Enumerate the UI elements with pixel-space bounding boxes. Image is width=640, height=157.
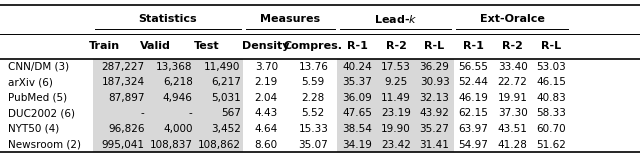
Text: 5.52: 5.52 xyxy=(301,108,325,118)
Text: R-L: R-L xyxy=(424,41,445,51)
Text: NYT50 (4): NYT50 (4) xyxy=(8,124,59,134)
Text: 40.24: 40.24 xyxy=(342,62,372,72)
Text: 23.42: 23.42 xyxy=(381,140,411,149)
Text: Train: Train xyxy=(89,41,120,51)
Text: 17.53: 17.53 xyxy=(381,62,411,72)
Text: R-2: R-2 xyxy=(386,41,406,51)
Text: Compres.: Compres. xyxy=(284,41,343,51)
Text: R-1: R-1 xyxy=(463,41,484,51)
Bar xyxy=(93,137,243,152)
Text: 4.64: 4.64 xyxy=(255,124,278,134)
Text: DUC2002 (6): DUC2002 (6) xyxy=(8,108,75,118)
Text: Measures: Measures xyxy=(260,14,320,24)
Text: 43.92: 43.92 xyxy=(420,108,449,118)
Text: 58.33: 58.33 xyxy=(536,108,566,118)
Text: 63.97: 63.97 xyxy=(459,124,488,134)
Text: 2.04: 2.04 xyxy=(255,93,278,103)
Text: 3,452: 3,452 xyxy=(211,124,241,134)
Bar xyxy=(337,106,454,121)
Text: 4.43: 4.43 xyxy=(255,108,278,118)
Text: PubMed (5): PubMed (5) xyxy=(8,93,67,103)
Text: 32.13: 32.13 xyxy=(420,93,449,103)
Text: 96,826: 96,826 xyxy=(108,124,145,134)
Text: 35.27: 35.27 xyxy=(420,124,449,134)
Bar xyxy=(337,137,454,152)
Text: 37.30: 37.30 xyxy=(498,108,527,118)
Text: 108,862: 108,862 xyxy=(198,140,241,149)
Text: 35.37: 35.37 xyxy=(342,77,372,87)
Bar xyxy=(93,74,243,90)
Bar xyxy=(93,121,243,137)
Text: 41.28: 41.28 xyxy=(498,140,527,149)
Text: 60.70: 60.70 xyxy=(536,124,566,134)
Text: 5,031: 5,031 xyxy=(211,93,241,103)
Text: 22.72: 22.72 xyxy=(498,77,527,87)
Text: R-L: R-L xyxy=(541,41,561,51)
Text: 46.19: 46.19 xyxy=(459,93,488,103)
Text: Newsroom (2): Newsroom (2) xyxy=(8,140,81,149)
Bar xyxy=(337,59,454,74)
Text: 9.25: 9.25 xyxy=(385,77,408,87)
Text: 287,227: 287,227 xyxy=(102,62,145,72)
Text: arXiv (6): arXiv (6) xyxy=(8,77,52,87)
Text: 43.51: 43.51 xyxy=(498,124,527,134)
Text: 52.44: 52.44 xyxy=(459,77,488,87)
Text: 33.40: 33.40 xyxy=(498,62,527,72)
Bar xyxy=(337,90,454,106)
Bar xyxy=(93,90,243,106)
Text: Lead-$k$: Lead-$k$ xyxy=(374,13,417,25)
Text: 51.62: 51.62 xyxy=(536,140,566,149)
Text: 2.28: 2.28 xyxy=(301,93,325,103)
Text: 19.91: 19.91 xyxy=(498,93,527,103)
Text: 35.07: 35.07 xyxy=(298,140,328,149)
Text: 38.54: 38.54 xyxy=(342,124,372,134)
Text: 4,946: 4,946 xyxy=(163,93,193,103)
Text: 11,490: 11,490 xyxy=(204,62,241,72)
Bar xyxy=(93,106,243,121)
Text: 15.33: 15.33 xyxy=(298,124,328,134)
Text: 30.93: 30.93 xyxy=(420,77,449,87)
Bar xyxy=(337,121,454,137)
Text: 13,368: 13,368 xyxy=(156,62,193,72)
Text: 6,217: 6,217 xyxy=(211,77,241,87)
Text: 56.55: 56.55 xyxy=(459,62,488,72)
Text: 36.29: 36.29 xyxy=(420,62,449,72)
Text: 8.60: 8.60 xyxy=(255,140,278,149)
Text: 62.15: 62.15 xyxy=(459,108,488,118)
Bar xyxy=(337,74,454,90)
Text: Valid: Valid xyxy=(140,41,172,51)
Text: 2.19: 2.19 xyxy=(255,77,278,87)
Text: 31.41: 31.41 xyxy=(420,140,449,149)
Text: 19.90: 19.90 xyxy=(381,124,411,134)
Text: -: - xyxy=(189,108,193,118)
Text: 187,324: 187,324 xyxy=(102,77,145,87)
Text: 108,837: 108,837 xyxy=(150,140,193,149)
Text: 567: 567 xyxy=(221,108,241,118)
Text: 13.76: 13.76 xyxy=(298,62,328,72)
Text: 34.19: 34.19 xyxy=(342,140,372,149)
Text: 46.15: 46.15 xyxy=(536,77,566,87)
Text: CNN/DM (3): CNN/DM (3) xyxy=(8,62,69,72)
Text: 5.59: 5.59 xyxy=(301,77,325,87)
Text: 23.19: 23.19 xyxy=(381,108,411,118)
Bar xyxy=(93,59,243,74)
Text: 11.49: 11.49 xyxy=(381,93,411,103)
Text: 4,000: 4,000 xyxy=(163,124,193,134)
Text: R-2: R-2 xyxy=(502,41,523,51)
Text: 3.70: 3.70 xyxy=(255,62,278,72)
Text: Statistics: Statistics xyxy=(139,14,197,24)
Text: 54.97: 54.97 xyxy=(459,140,488,149)
Text: -: - xyxy=(141,108,145,118)
Text: 995,041: 995,041 xyxy=(102,140,145,149)
Text: Density: Density xyxy=(243,41,290,51)
Text: 6,218: 6,218 xyxy=(163,77,193,87)
Text: 40.83: 40.83 xyxy=(536,93,566,103)
Text: Ext-Oralce: Ext-Oralce xyxy=(479,14,545,24)
Text: 53.03: 53.03 xyxy=(536,62,566,72)
Text: 87,897: 87,897 xyxy=(108,93,145,103)
Text: 36.09: 36.09 xyxy=(342,93,372,103)
Text: R-1: R-1 xyxy=(347,41,367,51)
Text: Test: Test xyxy=(193,41,219,51)
Text: 47.65: 47.65 xyxy=(342,108,372,118)
